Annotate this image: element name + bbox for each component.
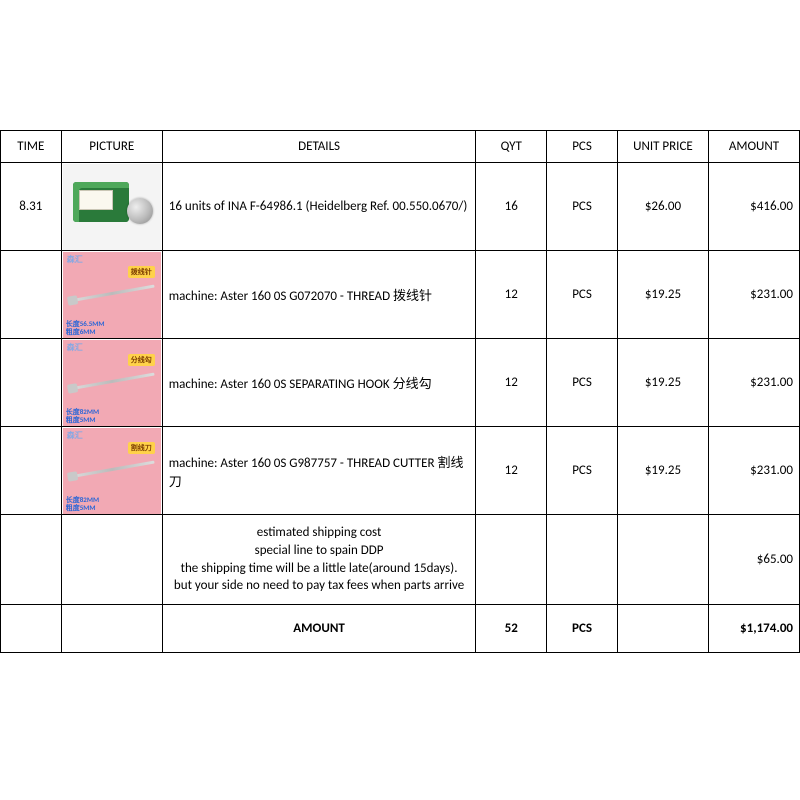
cell-amount: $231.00: [708, 427, 799, 515]
cell-details: machine: Aster 160 0S G987757 - THREAD C…: [162, 427, 476, 515]
cell-picture: 森汇分线勾长度82MM粗度5MM: [61, 339, 162, 427]
product-thumb-bearing: [63, 164, 161, 250]
product-thumb-needle: 森汇分线勾长度82MM粗度5MM: [63, 340, 161, 426]
cell-time: 8.31: [1, 163, 62, 251]
cell-time: [1, 251, 62, 339]
cell-picture: [61, 605, 162, 653]
cell-pcs: PCS: [547, 605, 618, 653]
cell-qyt: 52: [476, 605, 547, 653]
cell-shipping-details: estimated shipping costspecial line to s…: [162, 515, 476, 605]
cell-unit-price: $19.25: [617, 339, 708, 427]
col-amount: AMOUNT: [708, 131, 799, 163]
cell-amount: $65.00: [708, 515, 799, 605]
cell-amount: $231.00: [708, 251, 799, 339]
cell-unit-price: $26.00: [617, 163, 708, 251]
cell-details: machine: Aster 160 0S G072070 - THREAD 拨…: [162, 251, 476, 339]
cell-amount: $231.00: [708, 339, 799, 427]
cell-unit-price: $19.25: [617, 427, 708, 515]
cell-unit-price: $19.25: [617, 251, 708, 339]
table-row: 森汇分线勾长度82MM粗度5MMmachine: Aster 160 0S SE…: [1, 339, 800, 427]
cell-amount: $416.00: [708, 163, 799, 251]
shipping-row: estimated shipping costspecial line to s…: [1, 515, 800, 605]
header-row: TIME PICTURE DETAILS QYT PCS UNIT PRICE …: [1, 131, 800, 163]
cell-picture: [61, 163, 162, 251]
cell-qyt: 12: [476, 251, 547, 339]
cell-qyt: 12: [476, 339, 547, 427]
cell-time: [1, 339, 62, 427]
col-picture: PICTURE: [61, 131, 162, 163]
cell-pcs: PCS: [547, 339, 618, 427]
cell-qyt: [476, 515, 547, 605]
cell-amount: $1,174.00: [708, 605, 799, 653]
cell-time: [1, 427, 62, 515]
cell-total-label: AMOUNT: [162, 605, 476, 653]
table-row: 8.31 16 units of INA F-64986.1 (Heidelber…: [1, 163, 800, 251]
cell-time: [1, 515, 62, 605]
col-qyt: QYT: [476, 131, 547, 163]
cell-pcs: PCS: [547, 163, 618, 251]
product-thumb-needle: 森汇拨线针长度56.5MM粗度6MM: [63, 252, 161, 338]
cell-pcs: PCS: [547, 427, 618, 515]
col-time: TIME: [1, 131, 62, 163]
table-row: 森汇割线刀长度82MM粗度5MMmachine: Aster 160 0S G9…: [1, 427, 800, 515]
cell-picture: 森汇拨线针长度56.5MM粗度6MM: [61, 251, 162, 339]
cell-picture: [61, 515, 162, 605]
col-pcs: PCS: [547, 131, 618, 163]
cell-details: machine: Aster 160 0S SEPARATING HOOK 分线…: [162, 339, 476, 427]
col-details: DETAILS: [162, 131, 476, 163]
quote-table: TIME PICTURE DETAILS QYT PCS UNIT PRICE …: [0, 130, 800, 653]
cell-unit-price: [617, 605, 708, 653]
cell-pcs: [547, 515, 618, 605]
cell-details: 16 units of INA F-64986.1 (Heidelberg Re…: [162, 163, 476, 251]
product-thumb-needle: 森汇割线刀长度82MM粗度5MM: [63, 428, 161, 514]
cell-picture: 森汇割线刀长度82MM粗度5MM: [61, 427, 162, 515]
total-row: AMOUNT52PCS $1,174.00: [1, 605, 800, 653]
cell-qyt: 12: [476, 427, 547, 515]
cell-time: [1, 605, 62, 653]
table-row: 森汇拨线针长度56.5MM粗度6MMmachine: Aster 160 0S …: [1, 251, 800, 339]
cell-pcs: PCS: [547, 251, 618, 339]
cell-unit-price: [617, 515, 708, 605]
col-unit-price: UNIT PRICE: [617, 131, 708, 163]
cell-qyt: 16: [476, 163, 547, 251]
